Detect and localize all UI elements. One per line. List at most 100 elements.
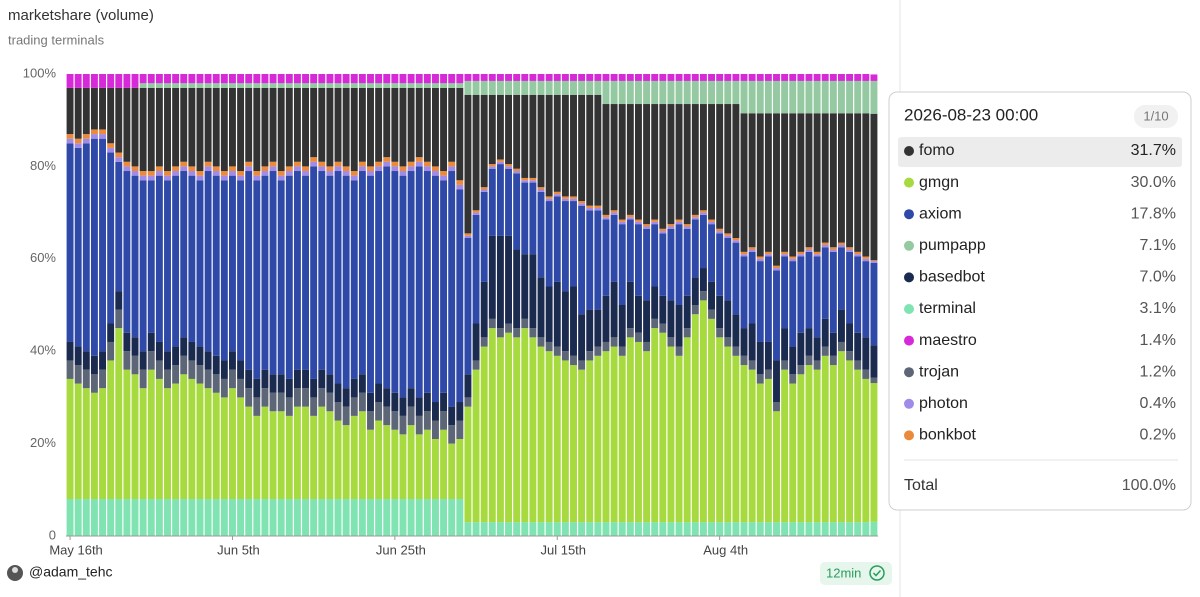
bar-segment: [521, 254, 529, 319]
bar-segment: [756, 113, 764, 257]
bar-segment: [131, 355, 139, 375]
bar-segment: [350, 180, 358, 379]
bar-segment: [602, 351, 610, 523]
bar-segment: [464, 406, 472, 523]
bar-segment: [139, 87, 147, 172]
legend-dot: [904, 240, 914, 251]
bar-segment: [781, 74, 789, 81]
bar-segment: [521, 94, 529, 178]
bar-segment: [245, 369, 253, 389]
legend-dot: [904, 146, 914, 156]
username[interactable]: @adam_tehc: [29, 564, 112, 580]
bar-segment: [472, 212, 480, 215]
bar-segment: [740, 80, 748, 114]
bar-segment: [269, 87, 277, 162]
bar-segment: [586, 522, 594, 536]
bar-segment: [635, 332, 642, 342]
bar-segment: [155, 87, 163, 167]
bar-segment: [659, 233, 667, 296]
bar-segment: [829, 74, 837, 81]
bar-segment: [310, 166, 318, 379]
bar-segment: [155, 341, 163, 361]
bar-segment: [586, 309, 594, 352]
bar-segment: [756, 341, 764, 375]
bar-segment: [277, 374, 285, 393]
bar-segment: [724, 522, 732, 536]
bar-segment: [448, 171, 456, 407]
bar-segment: [277, 499, 285, 536]
bar-segment: [423, 83, 431, 88]
bar-segment: [838, 309, 845, 342]
bar-segment: [716, 228, 724, 232]
bar-segment: [415, 434, 423, 500]
bar-segment: [496, 328, 504, 338]
bar-segment: [805, 80, 813, 114]
bar-segment: [838, 113, 845, 243]
bar-segment: [342, 499, 350, 536]
bar-segment: [829, 80, 837, 114]
bar-segment: [643, 341, 651, 352]
bar-segment: [285, 397, 293, 416]
bar-segment: [164, 171, 171, 176]
bar-segment: [594, 80, 602, 95]
bar-segment: [821, 318, 829, 347]
bar-segment: [464, 74, 472, 81]
bar-segment: [708, 219, 715, 222]
bar-segment: [302, 166, 309, 172]
bar-segment: [537, 191, 545, 278]
bar-segment: [748, 113, 756, 248]
bar-segment: [716, 74, 724, 81]
bar-segment: [456, 180, 464, 185]
bar-segment: [480, 191, 488, 282]
bar-segment: [212, 355, 220, 375]
bar-segment: [407, 166, 415, 172]
bar-segment: [180, 374, 188, 500]
bar-segment: [66, 87, 74, 135]
bar-segment: [829, 247, 837, 250]
bar-segment: [285, 171, 293, 176]
bar-segment: [854, 251, 862, 255]
bar-segment: [724, 346, 732, 523]
bar-segment: [505, 235, 512, 324]
bar-segment: [846, 351, 854, 361]
bar-segment: [115, 328, 123, 500]
bar-segment: [732, 314, 740, 347]
bar-segment: [164, 369, 171, 389]
bar-segment: [440, 392, 448, 412]
bar-segment: [862, 113, 870, 257]
bar-segment: [699, 268, 707, 292]
bar-segment: [838, 242, 845, 245]
bar-segment: [448, 425, 456, 444]
row-name: terminal: [919, 300, 976, 317]
bar-segment: [699, 210, 707, 213]
bar-segment: [594, 346, 602, 356]
bar-segment: [448, 87, 456, 162]
bar-segment: [456, 402, 464, 421]
bar-segment: [326, 74, 334, 84]
bar-segment: [586, 351, 594, 361]
bar-segment: [326, 87, 334, 167]
bar-segment: [870, 261, 878, 263]
bar-segment: [667, 300, 675, 338]
tooltip: 2026-08-23 00:00 1/10 fomo 31.7% gmgn 30.0%…: [888, 91, 1192, 511]
bar-segment: [237, 87, 245, 172]
bar-segment: [423, 171, 431, 393]
bar-segment: [854, 254, 862, 257]
bar-segment: [626, 219, 634, 282]
bar-segment: [115, 291, 123, 310]
bar-segment: [107, 147, 115, 153]
bar-segment: [610, 346, 618, 523]
bar-segment: [464, 522, 472, 536]
bar-segment: [748, 369, 756, 523]
bar-segment: [781, 80, 789, 114]
bar-segment: [724, 337, 732, 347]
bar-segment: [115, 309, 123, 329]
bar-segment: [740, 254, 748, 257]
row-highlight: [898, 137, 1182, 167]
bar-segment: [797, 522, 805, 536]
bar-segment: [139, 499, 147, 536]
bar-segment: [691, 305, 699, 315]
bar-segment: [773, 265, 780, 269]
bar-segment: [610, 210, 618, 213]
bar-segment: [578, 94, 586, 202]
